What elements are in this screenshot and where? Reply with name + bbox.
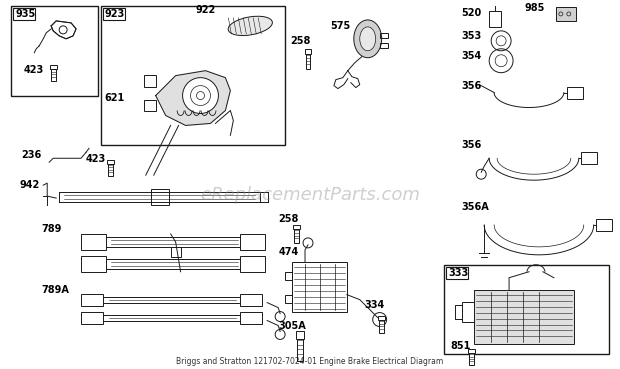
Text: 305A: 305A: [278, 321, 306, 331]
Text: 356: 356: [461, 80, 482, 91]
Bar: [379, 320, 384, 334]
Bar: [489, 11, 501, 27]
Text: 935: 935: [16, 9, 35, 19]
Bar: [285, 272, 292, 280]
Bar: [81, 311, 103, 324]
Text: 334: 334: [365, 300, 385, 310]
Bar: [285, 294, 292, 303]
Bar: [445, 265, 609, 354]
Text: 236: 236: [21, 150, 42, 160]
Bar: [306, 54, 311, 69]
Text: 258: 258: [278, 214, 298, 224]
Ellipse shape: [360, 27, 376, 51]
Text: 789: 789: [42, 224, 61, 234]
Text: Briggs and Stratton 121702-7024-01 Engine Brake Electrical Diagram: Briggs and Stratton 121702-7024-01 Engin…: [176, 357, 444, 366]
Text: 423: 423: [86, 154, 106, 164]
Bar: [293, 225, 299, 230]
Bar: [11, 6, 98, 96]
Ellipse shape: [354, 20, 382, 58]
Text: eReplacementParts.com: eReplacementParts.com: [200, 186, 420, 204]
Bar: [144, 75, 156, 87]
Text: 356A: 356A: [461, 202, 489, 212]
Bar: [296, 331, 304, 339]
Text: 942: 942: [19, 180, 40, 190]
Bar: [81, 234, 106, 250]
Bar: [474, 290, 574, 344]
Text: 789A: 789A: [42, 284, 69, 295]
Bar: [463, 301, 474, 321]
Bar: [379, 33, 388, 38]
Bar: [103, 8, 125, 20]
Ellipse shape: [228, 16, 272, 35]
Text: 985: 985: [524, 3, 544, 13]
Circle shape: [182, 77, 218, 114]
Bar: [170, 247, 180, 257]
Bar: [241, 256, 265, 272]
Bar: [469, 354, 474, 365]
Text: 423: 423: [24, 65, 43, 75]
Bar: [567, 87, 583, 99]
Bar: [556, 7, 576, 21]
Bar: [467, 349, 475, 354]
Bar: [151, 189, 169, 205]
Bar: [51, 69, 56, 81]
Polygon shape: [51, 21, 76, 39]
Text: 851: 851: [450, 341, 471, 351]
Text: 923: 923: [105, 9, 125, 19]
Bar: [379, 43, 388, 48]
Polygon shape: [156, 71, 231, 125]
Bar: [50, 65, 56, 69]
Bar: [14, 8, 35, 20]
Bar: [81, 294, 103, 306]
Bar: [581, 152, 596, 164]
Bar: [292, 262, 347, 311]
Bar: [297, 339, 303, 361]
Bar: [446, 267, 468, 279]
Bar: [108, 164, 113, 176]
Bar: [596, 219, 611, 231]
Bar: [81, 256, 106, 272]
Bar: [294, 230, 299, 243]
Bar: [144, 100, 156, 111]
Text: 520: 520: [461, 8, 482, 18]
Bar: [241, 294, 262, 306]
Bar: [107, 160, 115, 164]
Bar: [304, 49, 311, 54]
Text: 474: 474: [278, 247, 298, 257]
Text: 356: 356: [461, 140, 482, 150]
Text: 258: 258: [290, 36, 311, 46]
Text: 922: 922: [195, 5, 216, 15]
Text: 575: 575: [330, 21, 350, 31]
Text: 333: 333: [448, 268, 469, 278]
Bar: [101, 6, 285, 145]
Text: 621: 621: [104, 93, 124, 103]
Bar: [378, 315, 385, 320]
Text: 354: 354: [461, 51, 482, 61]
Text: 353: 353: [461, 31, 482, 41]
Bar: [241, 311, 262, 324]
Bar: [241, 234, 265, 250]
